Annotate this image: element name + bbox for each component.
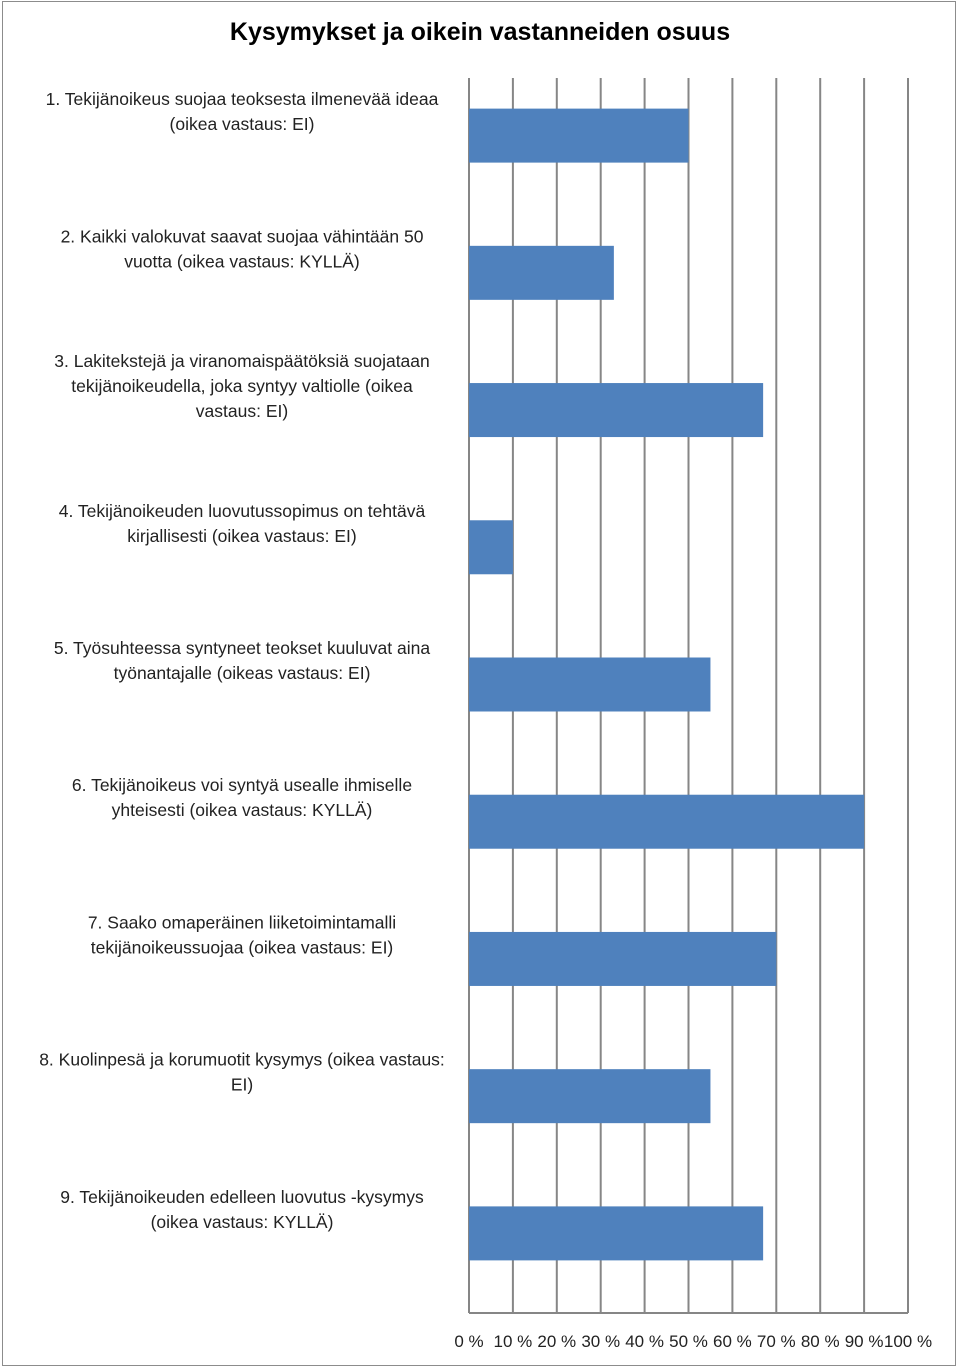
x-tick-label: 20 % [537, 1332, 576, 1351]
x-tick-label: 10 % [494, 1332, 533, 1351]
x-tick-label: 0 % [454, 1332, 483, 1351]
chart-title: Kysymykset ja oikein vastanneiden osuus [229, 18, 731, 46]
bar [469, 657, 711, 712]
bar [469, 520, 513, 575]
bar [469, 1069, 711, 1124]
category-label: 7. Saako omaperäinen liiketoimintamalli [88, 912, 396, 932]
x-tick-label: 60 % [713, 1332, 752, 1351]
x-tick-label: 90 % [845, 1332, 884, 1351]
category-label: 9. Tekijänoikeuden edelleen luovutus -ky… [60, 1187, 424, 1207]
x-tick-label: 70 % [757, 1332, 796, 1351]
category-label: yhteisesti (oikea vastaus: KYLLÄ) [112, 800, 373, 820]
bar [469, 108, 689, 163]
category-label: EI) [231, 1075, 253, 1095]
bar [469, 794, 865, 849]
bar [469, 245, 614, 300]
category-label: 6. Tekijänoikeus voi syntyä usealle ihmi… [72, 775, 412, 795]
x-tick-label: 40 % [625, 1332, 664, 1351]
category-label: 4. Tekijänoikeuden luovutussopimus on te… [59, 501, 426, 521]
x-tick-label: 100 % [884, 1332, 932, 1351]
category-label: 5. Työsuhteessa syntyneet teokset kuuluv… [54, 638, 430, 658]
x-tick-label: 30 % [581, 1332, 620, 1351]
category-label: (oikea vastaus: KYLLÄ) [151, 1212, 334, 1232]
category-label: 3. Lakitekstejä ja viranomaispäätöksiä s… [54, 351, 430, 371]
category-label: kirjallisesti (oikea vastaus: EI) [127, 526, 357, 546]
category-label: tekijänoikeussuojaa (oikea vastaus: EI) [91, 937, 394, 957]
category-label: 2. Kaikki valokuvat saavat suojaa vähint… [61, 226, 424, 246]
x-tick-label: 80 % [801, 1332, 840, 1351]
category-label: 8. Kuolinpesä ja korumuotit kysymys (oik… [39, 1050, 445, 1070]
category-label: vastaus: EI) [196, 401, 288, 421]
bar [469, 1206, 764, 1261]
category-label: työnantajalle (oikeas vastaus: EI) [114, 663, 371, 683]
category-label: (oikea vastaus: EI) [170, 114, 315, 134]
bar [469, 383, 764, 438]
category-label: tekijänoikeudella, joka syntyy valtiolle… [71, 376, 413, 396]
category-label: 1. Tekijänoikeus suojaa teoksesta ilmene… [46, 89, 439, 109]
x-tick-label: 50 % [669, 1332, 708, 1351]
category-label: vuotta (oikea vastaus: KYLLÄ) [124, 251, 359, 271]
bar [469, 931, 777, 986]
